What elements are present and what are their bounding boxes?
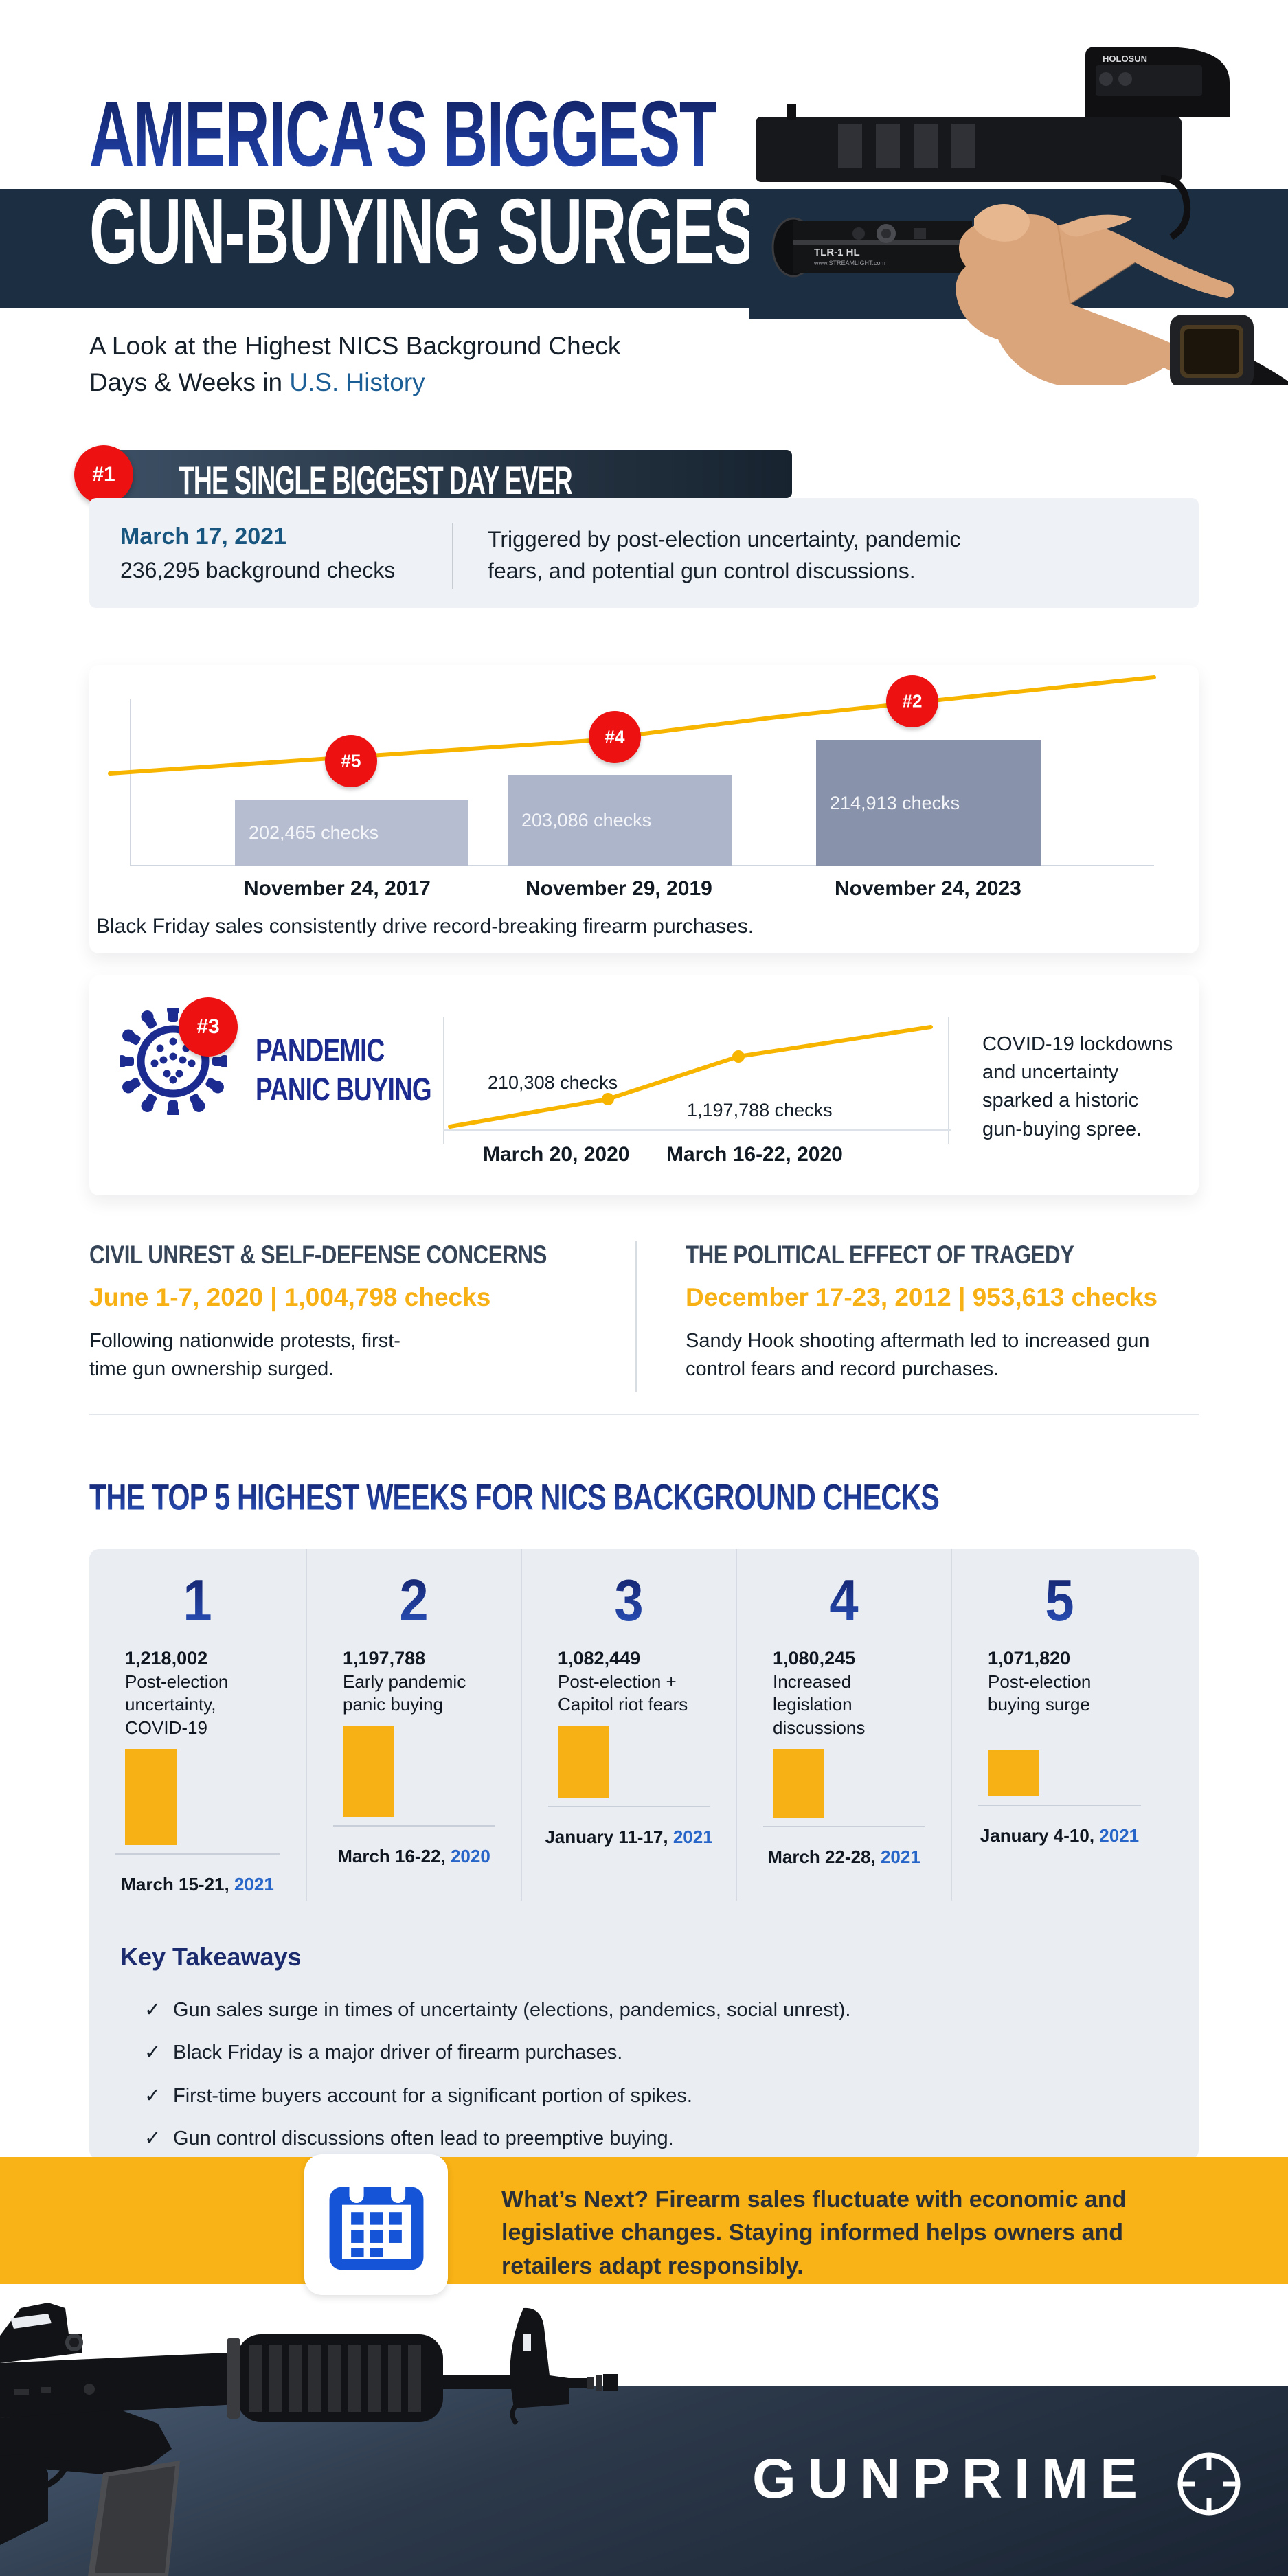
svg-text:November 24, 2023: November 24, 2023 [835,877,1021,900]
svg-text:203,086 checks: 203,086 checks [521,810,651,831]
svg-text:March 16-22, 2020: March 16-22, 2020 [666,1143,843,1166]
svg-text:November 29, 2019: November 29, 2019 [526,877,712,900]
svg-text:210,308 checks: 210,308 checks [488,1072,618,1093]
svg-text:November 24, 2017: November 24, 2017 [244,877,431,900]
svg-text:214,913 checks: 214,913 checks [830,793,960,813]
svg-text:www.STREAMLIGHT.com: www.STREAMLIGHT.com [813,260,885,267]
svg-text:March 20, 2020: March 20, 2020 [483,1143,629,1166]
svg-text:TLR-1 HL: TLR-1 HL [814,247,860,258]
svg-text:1,197,788 checks: 1,197,788 checks [687,1100,833,1120]
svg-text:HOLOSUN: HOLOSUN [1103,54,1147,64]
svg-text:202,465 checks: 202,465 checks [249,822,379,843]
svg-text:Black Friday sales consistentl: Black Friday sales consistently drive re… [96,915,754,938]
